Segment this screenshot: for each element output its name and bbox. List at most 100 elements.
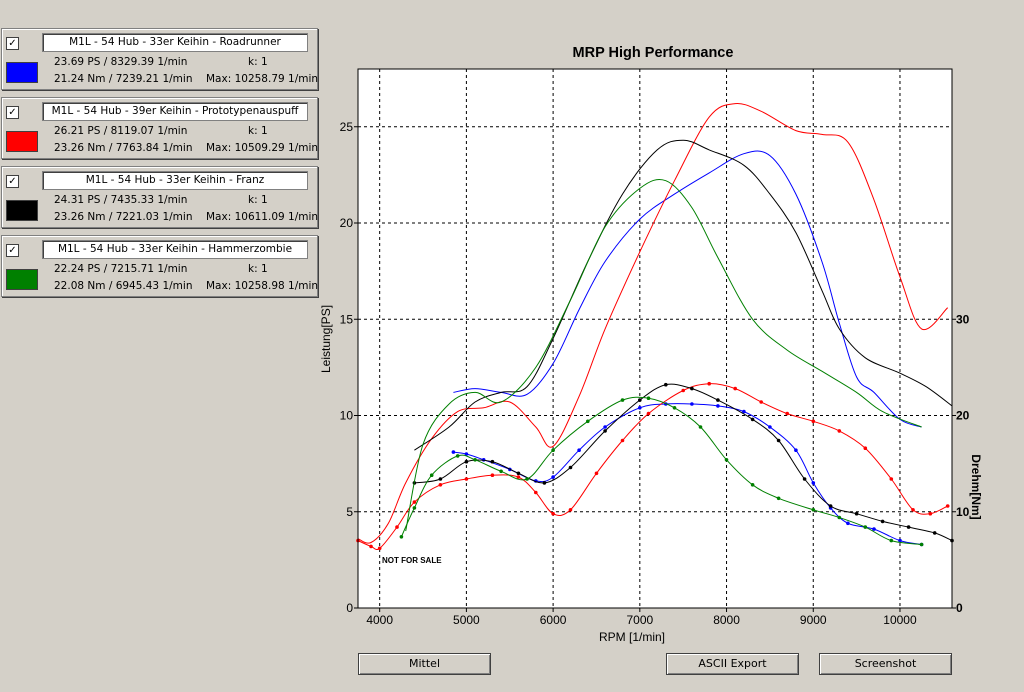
torque-point-1 <box>464 452 469 456</box>
run-2-k: k: 1 <box>248 125 268 137</box>
torque-point-1 <box>768 425 772 429</box>
run-3-torque: 23.26 Nm / 7221.03 1/min <box>54 211 193 223</box>
run-4-k: k: 1 <box>248 263 268 275</box>
series-layer <box>356 102 954 551</box>
torque-point-3 <box>802 477 807 481</box>
watermark-label: NOT FOR SALE <box>382 556 442 565</box>
run-4-name-field[interactable]: M1L - 54 Hub - 33er Keihin - Hammerzombi… <box>42 240 308 259</box>
plot-frame <box>357 68 953 609</box>
y-tick-label: 0 <box>346 601 353 615</box>
torque-point-4 <box>776 496 781 501</box>
ascii-export-button[interactable]: ASCII Export <box>666 653 799 675</box>
run-1-checkbox[interactable]: ✓ <box>6 37 19 50</box>
run-1-name-field[interactable]: M1L - 54 Hub - 33er Keihin - Roadrunner <box>42 33 308 52</box>
run-3-color-swatch[interactable] <box>6 200 38 221</box>
y-tick-label: 25 <box>340 120 354 134</box>
x-tick-label: 10000 <box>883 613 917 627</box>
y-tick-label: 15 <box>340 312 354 326</box>
torque-point-1 <box>872 527 876 531</box>
plot-area <box>358 69 952 608</box>
screenshot-button[interactable]: Screenshot <box>819 653 952 675</box>
torque-point-2 <box>911 508 915 512</box>
torque-point-2 <box>369 544 373 549</box>
torque-point-1 <box>603 425 607 429</box>
torque-point-2 <box>646 411 651 416</box>
torque-point-4 <box>551 448 555 453</box>
torque-point-3 <box>603 429 607 433</box>
torque-point-2 <box>395 525 399 529</box>
torque-point-3 <box>542 481 547 485</box>
torque-point-2 <box>412 500 417 504</box>
torque-point-2 <box>490 473 495 478</box>
grid-lines <box>358 69 952 608</box>
torque-point-3 <box>638 398 642 402</box>
run-1-color-swatch[interactable] <box>6 62 38 83</box>
torque-point-1 <box>577 448 581 453</box>
chart-title: MRP High Performance <box>573 45 734 61</box>
x-tick-label: 8000 <box>713 613 740 627</box>
torque-point-2 <box>733 386 737 391</box>
torque-point-1 <box>898 538 902 543</box>
mittel-button[interactable]: Mittel <box>358 653 491 675</box>
torque-point-1 <box>716 404 720 408</box>
torque-point-2 <box>945 504 950 508</box>
run-4-power: 22.24 PS / 7215.71 1/min <box>54 263 188 275</box>
torque-point-1 <box>811 481 816 485</box>
run-4-max: Max: 10258.98 1/min <box>206 280 319 292</box>
torque-point-1 <box>551 475 555 479</box>
run-3-name-field[interactable]: M1L - 54 Hub - 33er Keihin - Franz <box>42 171 308 190</box>
torque-point-2 <box>551 511 555 516</box>
run-panel-3: ✓ M1L - 54 Hub - 33er Keihin - Franz 24.… <box>1 166 318 228</box>
y2-tick-label: 30 <box>956 312 970 326</box>
torque-point-3 <box>438 477 443 481</box>
torque-point-4 <box>499 469 503 474</box>
torque-point-3 <box>716 398 720 402</box>
torque-point-4 <box>412 506 417 510</box>
run-1-k: k: 1 <box>248 56 268 68</box>
power-line-3 <box>414 139 953 451</box>
torque-point-1 <box>690 402 694 406</box>
torque-point-2 <box>377 546 382 551</box>
y2-tick-label: 10 <box>956 505 970 519</box>
torque-point-4 <box>473 458 477 462</box>
torque-point-4 <box>837 515 842 520</box>
torque-point-2 <box>594 471 599 476</box>
torque-point-2 <box>889 477 894 481</box>
run-2-color-swatch[interactable] <box>6 131 38 152</box>
torque-point-4 <box>646 396 651 401</box>
torque-point-3 <box>776 438 781 443</box>
torque-point-4 <box>811 508 816 512</box>
torque-point-4 <box>525 477 529 481</box>
torque-point-1 <box>846 521 850 526</box>
run-3-checkbox[interactable]: ✓ <box>6 175 19 188</box>
torque-point-3 <box>932 531 937 535</box>
y-tick-label: 20 <box>340 216 354 230</box>
torque-point-4 <box>919 542 924 547</box>
torque-point-3 <box>464 459 469 464</box>
torque-point-3 <box>516 471 521 476</box>
torque-point-3 <box>750 417 755 422</box>
torque-point-2 <box>863 446 868 451</box>
run-4-checkbox[interactable]: ✓ <box>6 244 19 257</box>
x-tick-label: 4000 <box>366 613 393 627</box>
run-2-name-field[interactable]: M1L - 54 Hub - 39er Keihin - Prototypena… <box>42 102 308 121</box>
y-axis-label: Leistung[PS] <box>319 305 333 373</box>
run-1-torque: 21.24 Nm / 7239.21 1/min <box>54 73 193 85</box>
torque-point-4 <box>586 419 590 424</box>
torque-point-4 <box>455 454 460 458</box>
torque-point-2 <box>464 477 469 481</box>
torque-point-1 <box>742 409 746 414</box>
torque-point-1 <box>638 406 642 410</box>
torque-point-1 <box>451 450 456 454</box>
run-3-max: Max: 10611.09 1/min <box>206 211 319 223</box>
x-tick-label: 9000 <box>800 613 827 627</box>
torque-point-3 <box>880 519 885 524</box>
torque-point-4 <box>863 525 868 529</box>
run-panel-4: ✓ M1L - 54 Hub - 33er Keihin - Hammerzom… <box>1 235 318 297</box>
torque-point-4 <box>724 458 729 462</box>
torque-point-4 <box>672 406 677 410</box>
torque-point-3 <box>568 465 573 470</box>
run-2-checkbox[interactable]: ✓ <box>6 106 19 119</box>
run-4-color-swatch[interactable] <box>6 269 38 290</box>
tick-labels: 4000 5000 6000 7000 8000 9000 10000 0 5 10 15 20 25 0… <box>340 120 970 627</box>
